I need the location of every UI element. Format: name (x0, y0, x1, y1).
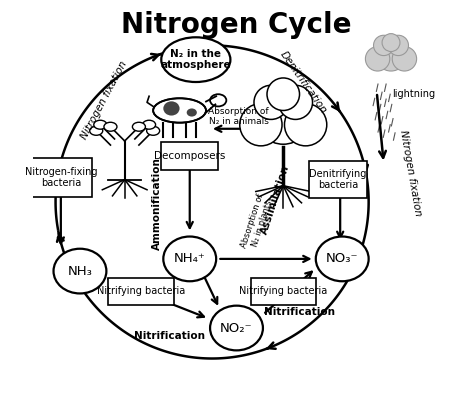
FancyBboxPatch shape (30, 158, 92, 197)
Text: Nitrifying bacteria: Nitrifying bacteria (239, 286, 327, 297)
Text: Absorption of
N₂ in plants: Absorption of N₂ in plants (240, 193, 276, 252)
Circle shape (376, 40, 406, 71)
Text: Nitrification: Nitrification (264, 307, 335, 317)
Text: Nitrogen fixation: Nitrogen fixation (398, 130, 423, 217)
Ellipse shape (210, 306, 263, 350)
Circle shape (284, 104, 327, 146)
Ellipse shape (316, 237, 368, 281)
FancyBboxPatch shape (309, 161, 367, 198)
Text: Assimilation: Assimilation (259, 164, 291, 236)
Text: NO₂⁻: NO₂⁻ (220, 322, 253, 335)
Ellipse shape (163, 237, 216, 281)
Circle shape (392, 47, 417, 71)
FancyBboxPatch shape (251, 278, 316, 305)
Ellipse shape (132, 122, 145, 131)
Ellipse shape (210, 94, 227, 106)
Circle shape (255, 89, 311, 144)
Circle shape (240, 104, 282, 146)
Ellipse shape (94, 120, 107, 129)
Circle shape (254, 85, 288, 120)
Text: Denitrification: Denitrification (278, 49, 329, 115)
Ellipse shape (161, 37, 230, 82)
Text: Nitrifying bacteria: Nitrifying bacteria (97, 286, 185, 297)
Text: NO₃⁻: NO₃⁻ (326, 253, 359, 265)
Ellipse shape (147, 126, 160, 135)
Text: Denitrifying
bacteria: Denitrifying bacteria (309, 169, 367, 191)
FancyBboxPatch shape (108, 278, 174, 305)
Text: Nitrogen Cycle: Nitrogen Cycle (121, 11, 352, 39)
Text: Nitrogen fixation: Nitrogen fixation (79, 60, 129, 141)
FancyBboxPatch shape (161, 142, 219, 170)
Text: Ammonification: Ammonification (152, 157, 162, 251)
Ellipse shape (90, 126, 103, 135)
Circle shape (366, 47, 390, 71)
Circle shape (382, 33, 400, 51)
Text: Decomposers: Decomposers (154, 151, 226, 161)
Text: lightning: lightning (392, 89, 435, 99)
Text: NH₄⁺: NH₄⁺ (174, 253, 206, 265)
Text: N₂ in the
atmosphere: N₂ in the atmosphere (160, 49, 231, 71)
Text: NH₃: NH₃ (68, 265, 92, 277)
Circle shape (279, 85, 313, 120)
Circle shape (267, 78, 299, 111)
Circle shape (388, 35, 409, 55)
Circle shape (374, 35, 394, 55)
Text: Nitrification: Nitrification (134, 331, 205, 341)
Text: Nitrogen-fixing
bacteria: Nitrogen-fixing bacteria (25, 167, 97, 188)
Ellipse shape (142, 120, 156, 129)
Ellipse shape (104, 122, 117, 131)
Text: Absorption of
N₂ in animals: Absorption of N₂ in animals (208, 107, 269, 126)
Ellipse shape (163, 101, 180, 115)
Ellipse shape (53, 249, 106, 293)
Ellipse shape (187, 109, 197, 117)
Ellipse shape (153, 98, 206, 123)
